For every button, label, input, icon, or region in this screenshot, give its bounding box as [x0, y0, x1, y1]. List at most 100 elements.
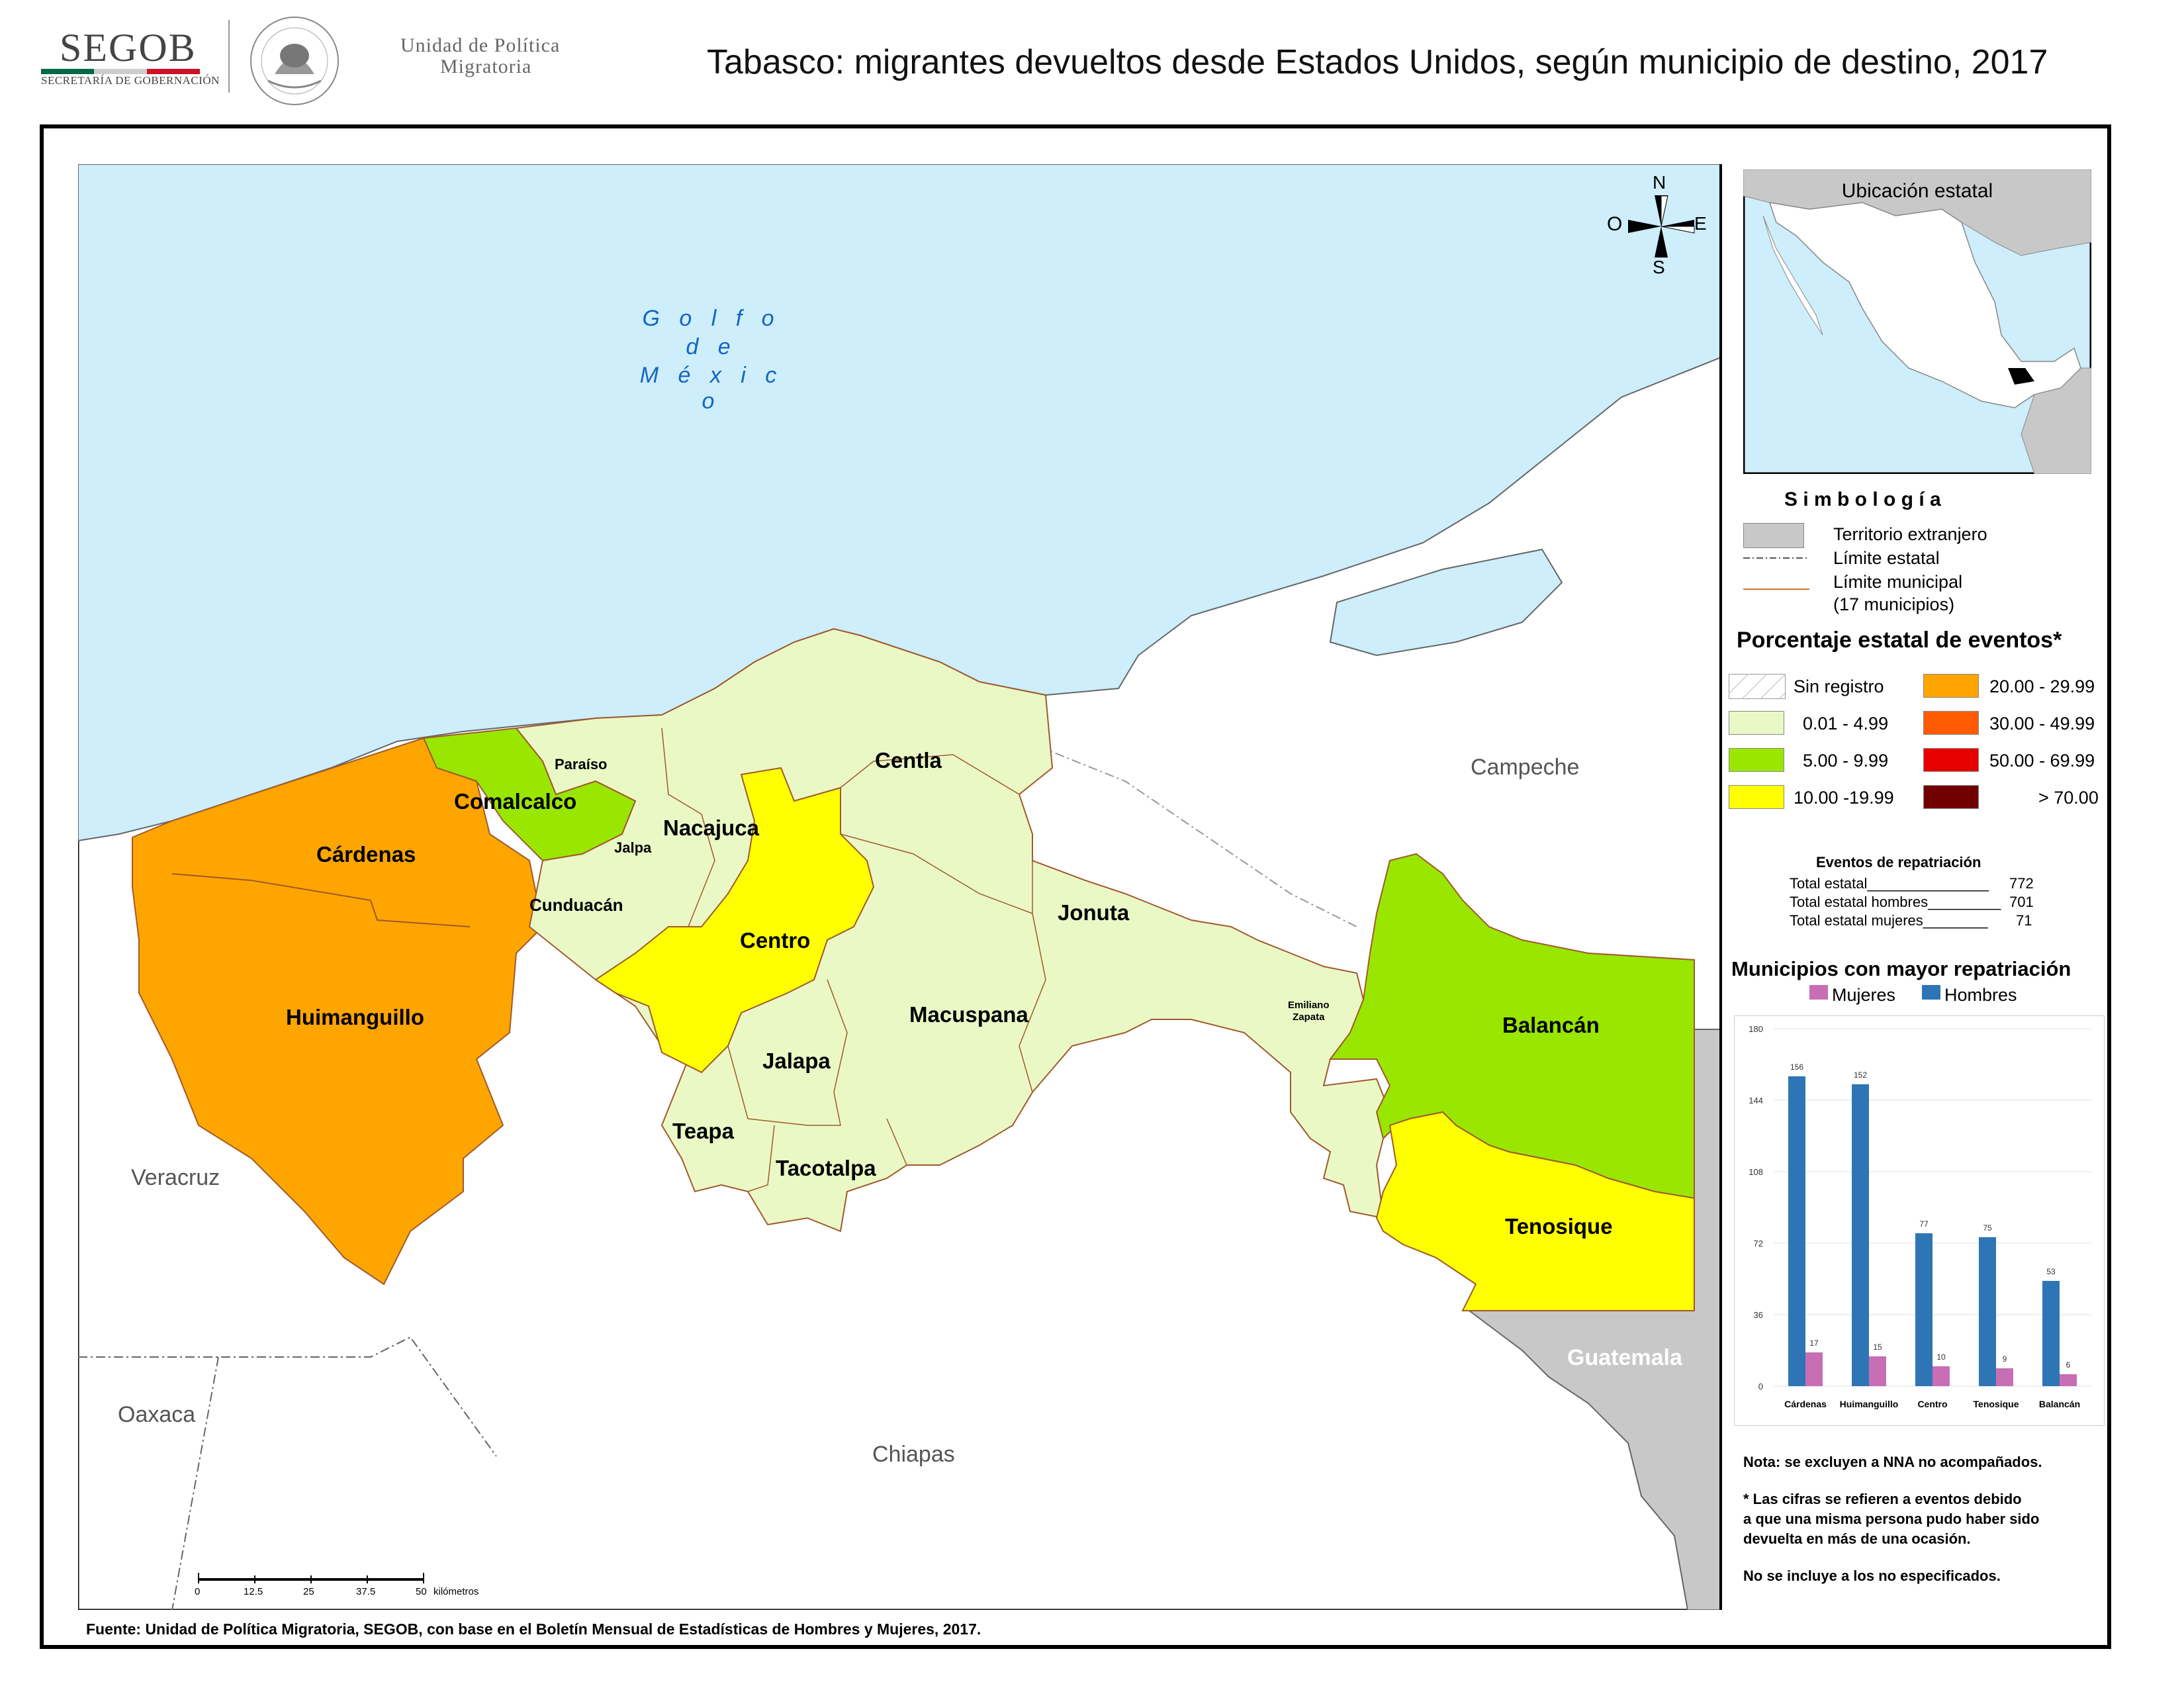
- legend-state-line: [1743, 557, 1809, 559]
- label-chiapas: Chiapas: [872, 1442, 955, 1467]
- chart-data-label: 17: [1809, 1338, 1819, 1348]
- unit-name-line2: Migratoria: [440, 56, 532, 77]
- totals-row-0-label: Total estatal_______________: [1790, 875, 1989, 892]
- sea-label-1: G o l f o: [642, 306, 781, 331]
- chart-data-label: 53: [2046, 1267, 2056, 1276]
- chart-data-label: 152: [1854, 1070, 1867, 1080]
- scale-tick-2: 25: [303, 1586, 314, 1597]
- inset-location-map: [1743, 169, 2091, 474]
- municipality-macuspana: Macuspana: [909, 1002, 1028, 1027]
- segob-logo-subtitle: SECRETARÍA DE GOBERNACIÓN: [41, 74, 220, 87]
- chart-data-label: 15: [1873, 1342, 1882, 1352]
- compass-east: E: [1694, 213, 1707, 234]
- legend-class-4: 20.00 - 29.99: [1989, 677, 2095, 696]
- label-oaxaca: Oaxaca: [118, 1402, 196, 1427]
- note-1: Nota: se excluyen a NNA no acompañados.: [1743, 1454, 2042, 1470]
- label-veracruz: Veracruz: [131, 1165, 220, 1190]
- scale-tick-4: 50: [416, 1586, 427, 1597]
- chart-data-label: 6: [2066, 1360, 2071, 1370]
- compass-north: N: [1653, 172, 1666, 193]
- legend-swatch-7: [1923, 785, 1979, 809]
- municipality-teapa: Teapa: [672, 1119, 734, 1143]
- legend-swatch-3: [1729, 785, 1784, 809]
- scale-bar: [198, 1573, 424, 1583]
- chart-legend-swatch-mujeres: [1809, 985, 1828, 1000]
- chart-ytick-label: 144: [1749, 1096, 1763, 1105]
- totals-title: Eventos de repatriación: [1816, 854, 1981, 870]
- pct-legend-title: Porcentaje estatal de eventos*: [1737, 628, 2062, 653]
- chart-bar-hombres: [1788, 1076, 1805, 1386]
- municipality-cardenas: Cárdenas: [316, 842, 416, 867]
- chart-category-label: Centro: [1917, 1399, 1947, 1409]
- legend-class-5: 30.00 - 49.99: [1989, 714, 2095, 733]
- totals-row-2-label: Total estatal mujeres________: [1790, 912, 1988, 929]
- municipality-jalpa: Jalpa: [614, 839, 652, 856]
- sea-label-3: M é x i c o: [639, 363, 784, 414]
- totals-row-1-value: 701: [2009, 894, 2034, 910]
- municipality-centro: Centro: [740, 928, 811, 953]
- legend-muni-limit-1: Límite municipal: [1833, 572, 1963, 592]
- scale-tick-3: 37.5: [356, 1586, 376, 1597]
- legend-class-7: > 70.00: [2038, 788, 2099, 808]
- inset-title: Ubicación estatal: [1841, 180, 1993, 202]
- legend-class-3: 10.00 -19.99: [1794, 788, 1894, 808]
- municipality-jonuta: Jonuta: [1058, 900, 1130, 925]
- legend-swatch-5: [1923, 711, 1979, 735]
- emiliano-line2: Zapata: [1293, 1011, 1325, 1023]
- compass-rose-icon: [1628, 195, 1695, 258]
- map-area: [78, 164, 1721, 1610]
- chart-bar-hombres: [1979, 1237, 1996, 1386]
- totals-row-2-value: 71: [2016, 912, 2032, 929]
- chart-bar-hombres: [2042, 1281, 2060, 1386]
- chart-bar-mujeres: [1996, 1368, 2013, 1386]
- chart-bar-mujeres: [1869, 1356, 1886, 1386]
- compass-west: O: [1607, 213, 1623, 235]
- note-2c: devuelta en más de una ocasión.: [1743, 1530, 1971, 1547]
- note-3: No se incluye a los no especificados.: [1743, 1568, 2001, 1584]
- chart-data-label: 156: [1790, 1062, 1803, 1072]
- chart-ytick-label: 36: [1754, 1310, 1763, 1320]
- chart-category-label: Balancán: [2039, 1399, 2080, 1409]
- chart-data-label: 9: [2003, 1354, 2007, 1364]
- municipality-tacotalpa: Tacotalpa: [776, 1156, 876, 1180]
- scale-tick-0: 0: [195, 1586, 201, 1597]
- segob-logo-text: SEGOB: [60, 26, 197, 70]
- chart-category-label: Cárdenas: [1784, 1399, 1827, 1409]
- legend-foreign: Territorio extranjero: [1833, 524, 1987, 544]
- totals-row-0-value: 772: [2009, 875, 2034, 892]
- legend-class-2: 5.00 - 9.99: [1803, 751, 1889, 771]
- legend-muni-line: [1743, 588, 1809, 590]
- chart-data-label: 75: [1983, 1223, 1992, 1233]
- legend-swatch-foreign: [1743, 523, 1804, 548]
- municipality-cunduacan: Cunduacán: [529, 895, 623, 915]
- chart-title: Municipios con mayor repatriación: [1731, 957, 2071, 980]
- chart-legend-mujeres: Mujeres: [1832, 985, 1896, 1005]
- municipality-nacajuca: Nacajuca: [663, 816, 759, 840]
- emiliano-line1: Emiliano: [1288, 1000, 1330, 1011]
- chart-category-label: Huimanguillo: [1840, 1399, 1899, 1409]
- page-title: Tabasco: migrantes devueltos desde Estad…: [707, 43, 2048, 81]
- legend-state-limit: Límite estatal: [1833, 548, 1940, 568]
- national-seal-icon: [250, 17, 339, 105]
- sea-label-2: d e: [686, 334, 737, 359]
- legend-swatch-4: [1923, 674, 1979, 698]
- chart-ytick-label: 0: [1758, 1382, 1763, 1391]
- chart-bar-hombres: [1852, 1084, 1869, 1386]
- map-frame: [40, 124, 2111, 1649]
- chart-ytick-label: 108: [1749, 1167, 1763, 1177]
- chart-bar-mujeres: [1933, 1366, 1950, 1386]
- chart-data-label: 77: [1919, 1219, 1929, 1229]
- municipality-centla: Centla: [875, 748, 942, 773]
- repatriation-bar-chart: 0 36 72 108 144 180 156 17 Cárdenas 152 15 Huimangu…: [1734, 1015, 2105, 1426]
- chart-legend-swatch-hombres: [1922, 985, 1940, 1000]
- chart-category-label: Tenosique: [1974, 1399, 2019, 1409]
- municipality-huimanguillo: Huimanguillo: [286, 1005, 424, 1029]
- chart-legend-hombres: Hombres: [1944, 985, 2017, 1005]
- municipality-jalapa: Jalapa: [762, 1049, 831, 1073]
- legend-muni-limit-2: (17 municipios): [1833, 594, 1955, 614]
- municipality-comalcalco: Comalcalco: [454, 789, 577, 814]
- label-campeche: Campeche: [1471, 755, 1580, 780]
- municipality-balancan: Balancán: [1502, 1013, 1600, 1037]
- chart-bar-mujeres: [1805, 1352, 1823, 1386]
- legend-swatch-2: [1729, 748, 1784, 772]
